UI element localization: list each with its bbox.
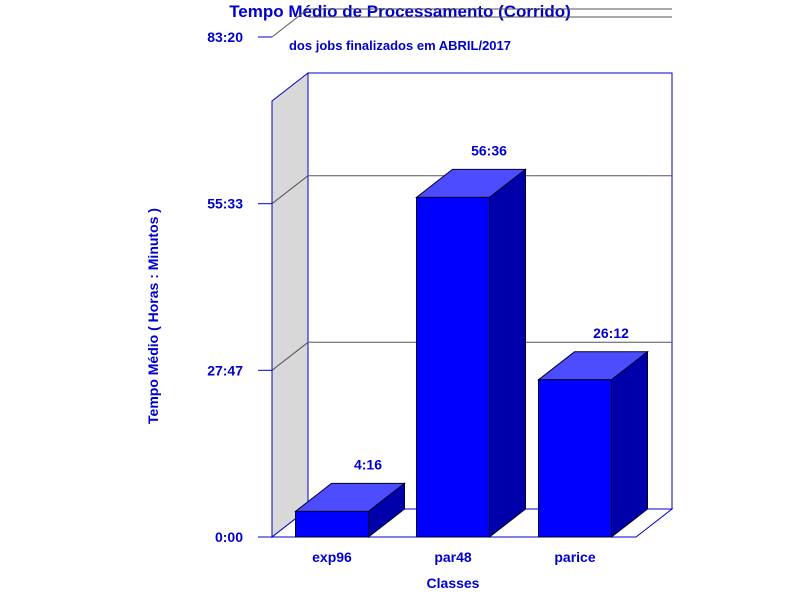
grid-diagonal	[271, 8, 309, 38]
data-label: 26:12	[593, 325, 629, 341]
y-tick-label: 83:20	[207, 29, 243, 45]
bar	[295, 510, 369, 538]
y-tick-label: 0:00	[215, 529, 243, 545]
data-label: 56:36	[471, 142, 507, 158]
y-axis: 0:00 27:47 55:33 83:20	[207, 29, 273, 545]
y-tick-label: 55:33	[207, 196, 243, 212]
bar-exp96	[294, 482, 406, 539]
data-label: 4:16	[354, 456, 382, 472]
bar	[538, 379, 612, 538]
bar-side	[611, 350, 648, 539]
grid-diagonal	[271, 341, 309, 371]
bar	[416, 196, 490, 538]
x-axis-title: Classes	[427, 575, 480, 591]
bar-par48	[415, 168, 527, 539]
y-tick-label: 27:47	[207, 362, 243, 378]
chart-title: Tempo Médio de Processamento (Corrido)	[229, 2, 571, 21]
x-axis-labels: exp96 par48 parice	[312, 549, 596, 565]
chart-subtitle: dos jobs finalizados em ABRIL/2017	[289, 38, 511, 53]
grid-diagonal	[271, 175, 309, 205]
x-tick-label: par48	[434, 549, 472, 565]
bars: 4:16 56:36 26:12	[294, 142, 649, 539]
x-tick-label: exp96	[312, 549, 352, 565]
y-axis-title: Tempo Médio ( Horas : Minutos )	[145, 208, 161, 424]
bar-side	[489, 168, 526, 539]
x-tick-label: parice	[554, 549, 595, 565]
bar-parice	[537, 350, 649, 539]
left-wall	[271, 71, 309, 539]
